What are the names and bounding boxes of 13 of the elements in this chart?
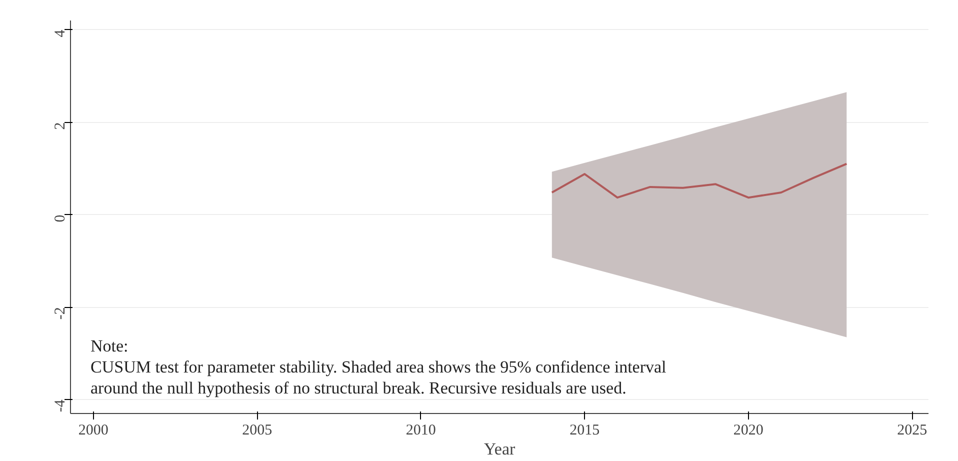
y-tick-label: 4 bbox=[52, 29, 68, 38]
x-tick-label: 2025 bbox=[897, 422, 928, 438]
x-tick-label: 2000 bbox=[78, 422, 108, 438]
x-tick-label: 2005 bbox=[242, 422, 272, 438]
x-tick-label: 2015 bbox=[570, 422, 600, 438]
y-tick-label: 0 bbox=[52, 214, 68, 222]
y-tick-label: -4 bbox=[52, 399, 68, 412]
x-tick-label: 2010 bbox=[406, 422, 436, 438]
annotation: Note: CUSUM test for parameter stability. Shaded area shows the 95% confidence interval around the null hypothesis of no structural break. Recursive residuals are used. bbox=[90, 336, 667, 398]
y-tick-label: -2 bbox=[52, 307, 68, 320]
y-tick-label: 2 bbox=[52, 122, 68, 130]
x-tick-label: 2020 bbox=[733, 422, 764, 438]
x-axis-title: Year bbox=[484, 440, 516, 458]
